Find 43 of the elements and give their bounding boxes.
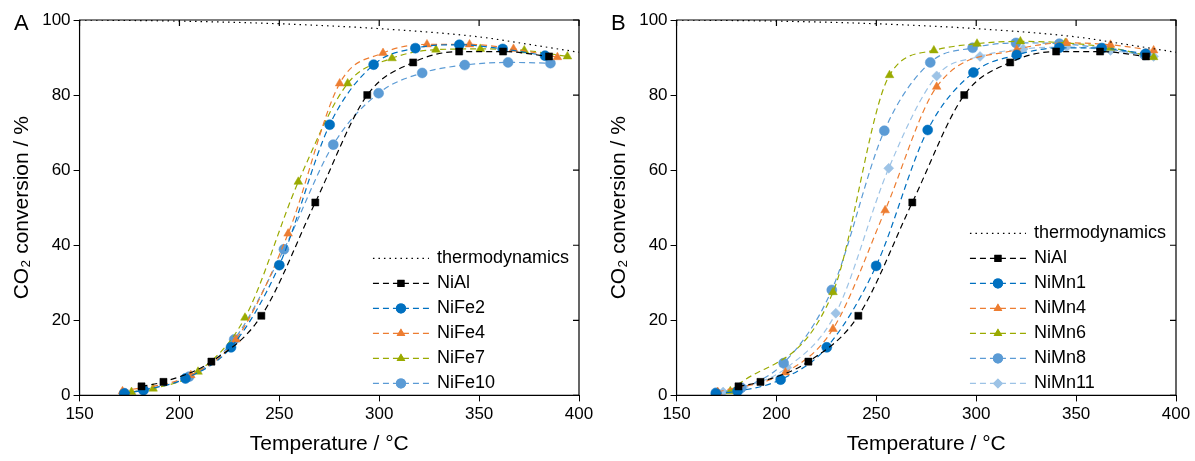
y-tick-label: 0 <box>658 385 668 405</box>
legend-label: NiAl <box>436 272 470 293</box>
y-tick-label: 80 <box>648 84 668 104</box>
legend-label: NiFe4 <box>436 322 485 343</box>
x-axis-title: Temperature / °C <box>249 431 409 455</box>
chart-title: A <box>14 10 29 36</box>
x-tick-label: 200 <box>165 404 194 424</box>
legend-label: NiMn4 <box>1033 297 1086 318</box>
y-tick-label: 40 <box>51 234 71 254</box>
legend-label: thermodynamics <box>1033 222 1166 243</box>
x-tick-label: 350 <box>464 404 494 424</box>
x-tick-label: 400 <box>564 404 594 424</box>
y-tick-label: 60 <box>648 159 668 179</box>
y-tick-label: 20 <box>648 310 668 330</box>
y-tick-label: 60 <box>51 159 71 179</box>
legend-label: NiMn11 <box>1033 372 1095 393</box>
y-tick-label: 80 <box>51 84 71 104</box>
legend-label: NiFe10 <box>436 372 495 393</box>
y-axis-title: CO₂ conversion / % <box>606 116 630 300</box>
y-tick-label: 100 <box>639 9 668 29</box>
legend-label: NiMn1 <box>1033 272 1086 293</box>
x-tick-label: 300 <box>365 404 394 424</box>
legend-label: NiFe7 <box>436 347 485 368</box>
x-tick-label: 200 <box>762 404 791 424</box>
legend-label: NiMn6 <box>1033 322 1086 343</box>
x-axis-title: Temperature / °C <box>846 431 1006 455</box>
x-tick-label: 250 <box>862 404 891 424</box>
legend-label: NiMn8 <box>1033 347 1086 368</box>
x-tick-label: 250 <box>265 404 294 424</box>
legend-label: NiAl <box>1033 247 1067 268</box>
y-tick-label: 20 <box>51 310 71 330</box>
x-tick-label: 350 <box>1061 404 1091 424</box>
x-tick-label: 150 <box>65 404 94 424</box>
y-tick-label: 40 <box>648 234 668 254</box>
legend-label: thermodynamics <box>436 247 569 268</box>
x-tick-label: 150 <box>662 404 691 424</box>
y-tick-label: 100 <box>42 9 71 29</box>
legend-label: NiFe2 <box>436 297 485 318</box>
x-tick-label: 400 <box>1161 404 1191 424</box>
chart-title: B <box>611 10 626 36</box>
y-axis-title: CO₂ conversion / % <box>9 116 33 300</box>
y-tick-label: 0 <box>61 385 71 405</box>
x-tick-label: 300 <box>962 404 991 424</box>
